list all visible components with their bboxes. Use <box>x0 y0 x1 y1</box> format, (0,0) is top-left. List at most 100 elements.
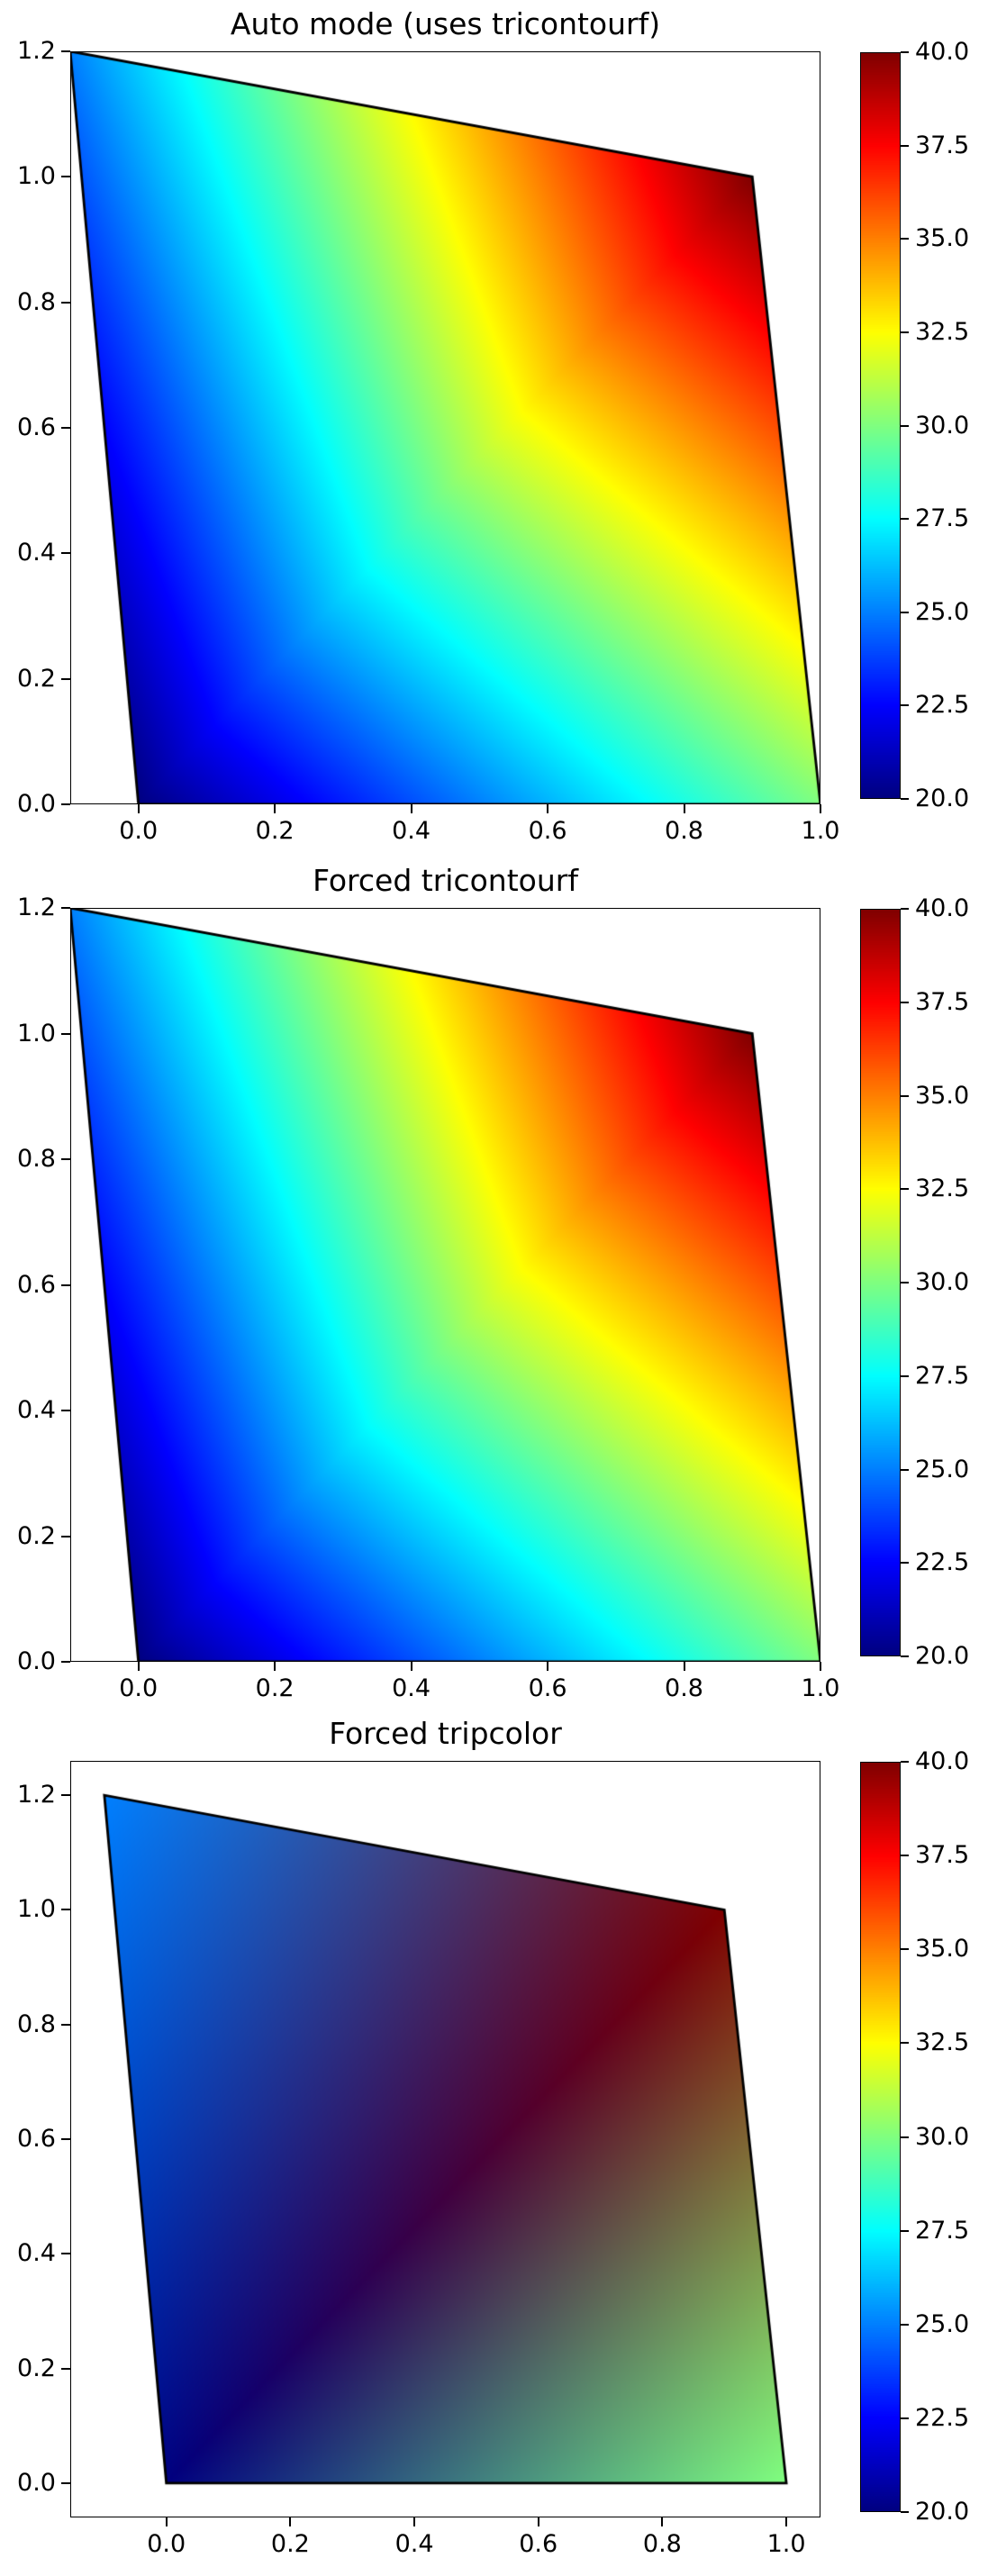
x-tick-label: 0.2 <box>270 2530 310 2558</box>
y-tick-mark <box>61 907 70 909</box>
colorbar-tick-mark <box>901 2511 909 2513</box>
subplot-2-title: Forced tricontourf <box>313 863 578 898</box>
colorbar-tick-mark <box>901 2229 909 2232</box>
subplot-2-plot-canvas <box>70 908 820 1662</box>
y-tick-mark <box>61 677 70 680</box>
y-tick-label: 1.2 <box>17 893 56 921</box>
colorbar-tick-mark <box>901 51 909 53</box>
x-tick-label: 0.4 <box>392 1674 431 1702</box>
colorbar-tick-mark <box>901 1948 909 1951</box>
y-tick-mark <box>61 803 70 805</box>
colorbar-tick-label: 20.0 <box>915 2498 970 2526</box>
colorbar-tick-label: 32.5 <box>915 317 970 346</box>
x-tick-mark <box>410 1662 412 1671</box>
colorbar-tick-label: 20.0 <box>915 785 970 812</box>
colorbar-tick-label: 35.0 <box>915 224 970 253</box>
x-tick-label: 0.0 <box>119 1674 159 1702</box>
colorbar-tick-label: 25.0 <box>915 1455 970 1483</box>
x-tick-label: 1.0 <box>766 2530 806 2558</box>
colorbar-tick-mark <box>901 1001 909 1003</box>
colorbar-tick-mark <box>901 1655 909 1657</box>
subplot-3-plot-canvas <box>70 1761 820 2517</box>
colorbar-tick-label: 40.0 <box>915 1747 970 1775</box>
x-tick-mark <box>274 1662 276 1671</box>
x-tick-label: 0.6 <box>519 2530 558 2558</box>
x-tick-mark <box>683 804 685 813</box>
x-tick-mark <box>547 1662 549 1671</box>
x-tick-mark <box>820 1662 821 1671</box>
y-tick-mark <box>61 2023 70 2026</box>
colorbar-tick-mark <box>901 1562 909 1565</box>
x-tick-mark <box>537 2517 539 2526</box>
x-tick-label: 0.2 <box>255 817 295 845</box>
colorbar-tick-label: 35.0 <box>915 1935 970 1964</box>
colorbar-tick-mark <box>901 331 909 333</box>
colorbar-tick-mark <box>901 424 909 427</box>
colorbar-tick-mark <box>901 2323 909 2326</box>
colorbar-tick-mark <box>901 1282 909 1283</box>
y-tick-mark <box>61 2253 70 2255</box>
y-tick-label: 0.8 <box>17 1145 56 1173</box>
colorbar-tick-mark <box>901 2417 909 2419</box>
subplot-1-plot-canvas <box>70 51 820 804</box>
colorbar-tick-mark <box>901 1761 909 1763</box>
x-tick-mark <box>661 2517 664 2526</box>
x-tick-label: 0.6 <box>528 1674 567 1702</box>
y-tick-label: 1.2 <box>17 1781 56 1810</box>
colorbar-tick-label: 30.0 <box>915 2122 970 2151</box>
y-tick-mark <box>61 1410 70 1411</box>
colorbar-tick-label: 27.5 <box>915 1361 970 1390</box>
colorbar-tick-label: 27.5 <box>915 504 970 533</box>
colorbar-tick-mark <box>901 1468 909 1471</box>
y-tick-mark <box>61 1909 70 1911</box>
x-tick-label: 0.0 <box>119 817 159 845</box>
y-tick-label: 1.2 <box>17 36 56 65</box>
y-tick-mark <box>61 552 70 555</box>
colorbar-tick-label: 37.5 <box>915 1841 970 1870</box>
colorbar-tick-label: 20.0 <box>915 1642 970 1670</box>
x-tick-mark <box>413 2517 416 2526</box>
y-tick-mark <box>61 1158 70 1160</box>
colorbar-tick-label: 40.0 <box>915 894 970 922</box>
y-tick-label: 0.2 <box>17 2354 56 2382</box>
x-tick-label: 0.8 <box>665 817 703 845</box>
y-tick-mark <box>61 1283 70 1286</box>
colorbar-tick-label: 22.5 <box>915 1548 970 1577</box>
colorbar-tick-label: 27.5 <box>915 2216 970 2245</box>
x-tick-mark <box>137 804 140 813</box>
y-tick-label: 1.0 <box>17 162 56 191</box>
colorbar-tick-mark <box>901 2042 909 2045</box>
y-tick-mark <box>61 2367 70 2370</box>
x-tick-mark <box>820 804 821 813</box>
colorbar-tick-mark <box>901 518 909 521</box>
y-tick-label: 0.8 <box>17 287 56 316</box>
x-tick-label: 0.8 <box>665 1674 703 1702</box>
colorbar-tick-mark <box>901 1374 909 1377</box>
colorbar-tick-label: 25.0 <box>915 2309 970 2338</box>
x-tick-label: 1.0 <box>801 1674 840 1702</box>
colorbar-tick-label: 22.5 <box>915 2403 970 2432</box>
colorbar-tick-mark <box>901 144 909 147</box>
subplot-3-title: Forced tripcolor <box>329 1716 562 1751</box>
subplot-3-colorbar-gradient <box>860 1762 901 2512</box>
y-tick-label: 0.4 <box>17 2239 56 2268</box>
y-tick-label: 0.4 <box>17 1396 56 1424</box>
x-tick-mark <box>410 804 412 813</box>
colorbar-tick-label: 30.0 <box>915 1268 970 1296</box>
x-tick-label: 0.2 <box>255 1674 295 1702</box>
colorbar-tick-label: 37.5 <box>915 987 970 1016</box>
y-tick-mark <box>61 50 70 52</box>
y-tick-mark <box>61 1032 70 1035</box>
colorbar-tick-label: 32.5 <box>915 1175 970 1203</box>
colorbar-tick-mark <box>901 611 909 613</box>
subplot-1-colorbar-gradient <box>860 52 901 799</box>
x-tick-label: 0.0 <box>147 2530 186 2558</box>
subplot-2-colorbar-gradient <box>860 909 901 1656</box>
y-tick-label: 0.2 <box>17 1521 56 1550</box>
y-tick-label: 1.0 <box>17 1895 56 1924</box>
y-tick-mark <box>61 301 70 304</box>
